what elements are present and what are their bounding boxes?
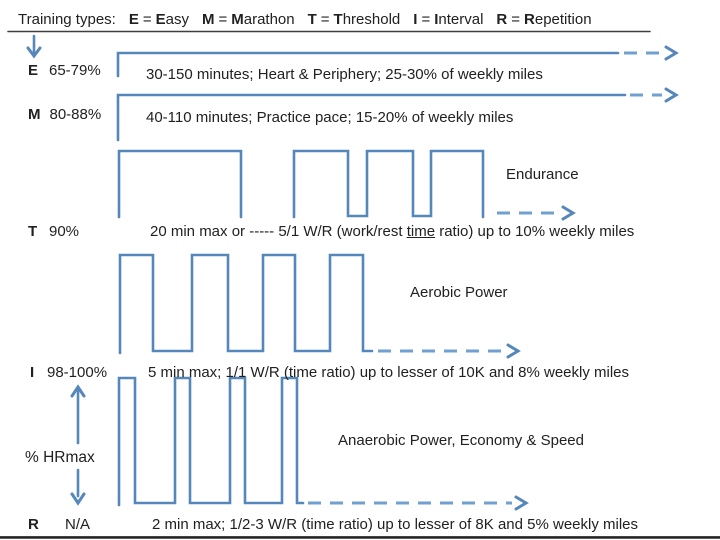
e-row-description: 30-150 minutes; Heart & Periphery; 25-30…	[146, 66, 543, 83]
legend-item-threshold: T = Threshold	[307, 11, 401, 28]
e-hr-range: 65-79%	[49, 62, 101, 79]
t-row-label: T 90%	[28, 223, 80, 240]
t-underlined-word: time	[406, 223, 436, 240]
r-row-label: R N/A	[28, 516, 91, 533]
i-row-label: I 98-100%	[30, 364, 108, 381]
m-hr-range: 80-88%	[49, 106, 102, 123]
t-zone-label: Endurance	[506, 166, 579, 183]
r-row-arrow-icon	[514, 495, 529, 511]
title-prefix: Training types:	[18, 11, 116, 28]
t-hr-range: 90%	[49, 223, 80, 240]
hrmax-axis-arrow-icon	[70, 384, 86, 506]
m-row-label: M 80-88%	[28, 106, 102, 123]
page-title: Training types: E = Easy M = Marathon T = Thresho…	[18, 11, 592, 28]
i-row-arrow-icon	[506, 343, 521, 359]
i-row-description: 5 min max; 1/1 W/R (time ratio) up to le…	[148, 364, 630, 381]
legend-item-repetition: R = Repetition	[496, 11, 592, 28]
r-zone-label: Anaerobic Power, Economy & Speed	[338, 432, 584, 449]
legend-item-interval: I = Interval	[413, 11, 484, 28]
m-row-description: 40-110 minutes; Practice pace; 15-20% of…	[146, 109, 514, 126]
i-zone-label: Aerobic Power	[410, 284, 508, 301]
e-row-label: E 65-79%	[28, 62, 101, 79]
legend-item-easy: E = Easy	[128, 11, 189, 28]
r-row-description: 2 min max; 1/2-3 W/R (time ratio) up to …	[152, 516, 639, 533]
t-row-description: 20 min max or ----- 5/1 W/R (work/rest t…	[150, 223, 635, 240]
i-wave	[118, 253, 521, 359]
hrmax-axis-label: % HRmax	[25, 449, 95, 466]
legend-item-marathon: M = Marathon	[201, 11, 295, 28]
i-hr-range: 98-100%	[47, 364, 108, 381]
t-row-arrow-icon	[561, 205, 576, 221]
m-row-arrow-icon	[664, 87, 679, 103]
e-row-arrow-icon	[664, 45, 679, 61]
r-hr-range: N/A	[65, 516, 91, 533]
t-wave	[117, 149, 576, 221]
intensity-order-down-arrow-icon	[26, 34, 42, 59]
